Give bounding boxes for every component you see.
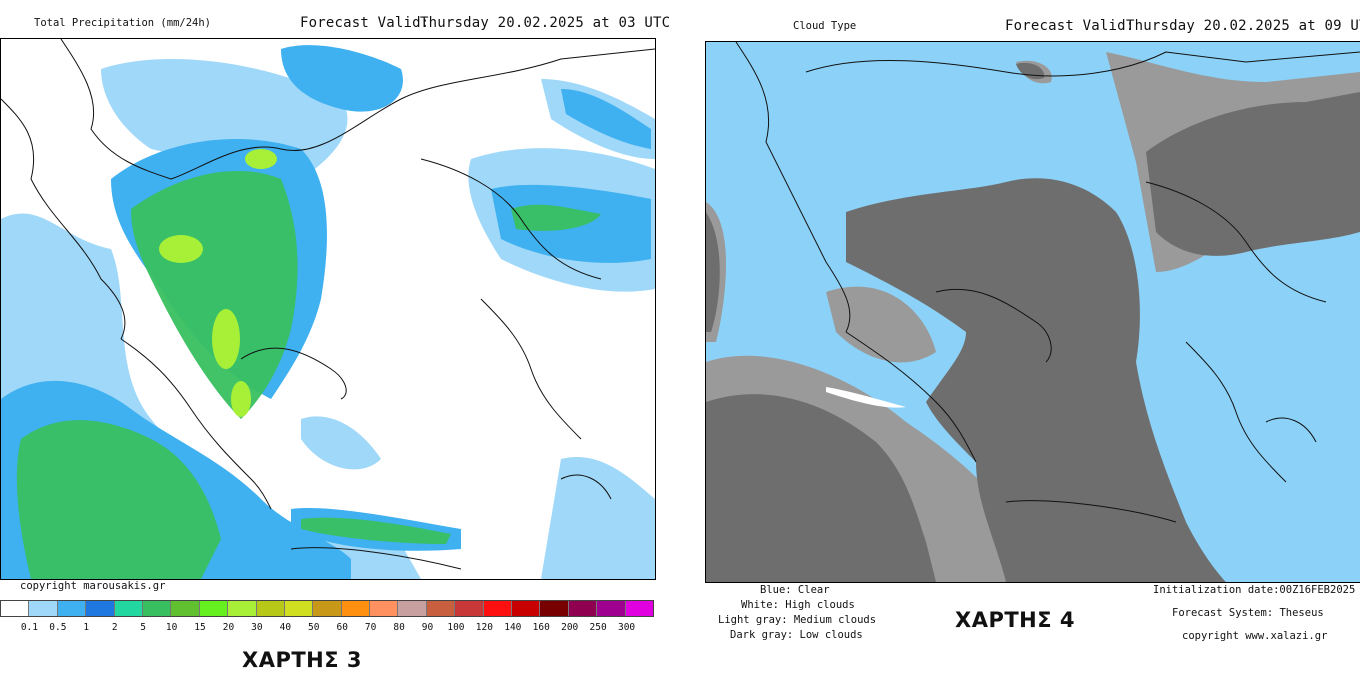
precip-legend-bar	[0, 600, 654, 617]
precip-product-title: Total Precipitation (mm/24h)	[34, 17, 212, 29]
legend-swatch	[1, 601, 30, 616]
legend-swatch	[114, 601, 143, 616]
legend-swatch	[512, 601, 541, 616]
legend-swatch	[199, 601, 229, 616]
legend-tick-label: 2	[111, 622, 118, 633]
legend-swatch	[142, 601, 172, 616]
legend-tick-label: 160	[532, 622, 550, 633]
legend-tick-label: 200	[561, 622, 579, 633]
legend-swatch	[284, 601, 314, 616]
legend-tick-label: 10	[165, 622, 178, 633]
legend-tick-label: 1	[83, 622, 90, 633]
map-3-caption: ΧΑΡΤΗΣ 3	[242, 648, 363, 672]
legend-swatch	[398, 601, 427, 616]
legend-tick-label: 120	[475, 622, 493, 633]
cloud-forecast-system: Forecast System: Theseus	[1172, 607, 1324, 619]
legend-tick-label: 90	[421, 622, 434, 633]
legend-swatch	[370, 601, 399, 616]
legend-swatch	[228, 601, 257, 616]
precip-coastlines	[1, 39, 655, 570]
legend-swatch	[568, 601, 598, 616]
legend-tick-label: 50	[308, 622, 320, 633]
cloud-product-title: Cloud Type	[793, 20, 857, 32]
precip-legend: 0.1 0.5 1 2 5 10 15 20 30 40 50 60 70 80 90 100 120 140 16…	[0, 600, 654, 633]
cloud-legend-clear: Blue: Clear	[760, 584, 830, 596]
legend-swatch	[455, 601, 484, 616]
precipitation-map-svg	[1, 39, 655, 579]
precip-core-areas	[159, 149, 277, 417]
legend-tick-label: 300	[617, 622, 636, 633]
legend-tick-label: 80	[393, 622, 405, 633]
legend-tick-label: 0.5	[49, 622, 67, 633]
legend-tick-label: 15	[194, 622, 206, 633]
cloud-low-areas	[706, 62, 1360, 582]
legend-tick-label: 100	[447, 622, 465, 633]
legend-swatch	[171, 601, 200, 616]
legend-tick-label: 250	[589, 622, 607, 633]
legend-swatch	[29, 601, 58, 616]
legend-swatch	[341, 601, 371, 616]
legend-tick-label: 0.1	[20, 622, 39, 633]
legend-swatch	[483, 601, 513, 616]
precip-legend-ticks: 0.1 0.5 1 2 5 10 15 20 30 40 50 60 70 80 90 100 120 140 16…	[0, 622, 654, 636]
legend-swatch	[597, 601, 626, 616]
legend-tick-label: 30	[251, 622, 263, 633]
legend-swatch	[313, 601, 342, 616]
map-4-caption: ΧΑΡΤΗΣ 4	[955, 608, 1076, 632]
legend-swatch	[86, 601, 115, 616]
cloud-forecast-valid-label: Forecast Valid:	[1005, 18, 1135, 34]
legend-swatch	[256, 601, 285, 616]
cloud-copyright: copyright www.xalazi.gr	[1182, 630, 1328, 642]
cloud-legend-medium: Light gray: Medium clouds	[718, 614, 877, 626]
cloud-map	[705, 41, 1360, 583]
cloud-high-areas	[826, 387, 906, 408]
cloud-legend-low: Dark gray: Low clouds	[730, 629, 863, 641]
cloud-legend-high: White: High clouds	[741, 599, 855, 611]
legend-swatch	[540, 601, 569, 616]
legend-swatch	[57, 601, 87, 616]
precipitation-map	[0, 38, 656, 580]
cloud-coastlines	[735, 42, 1360, 523]
legend-swatch	[625, 601, 653, 616]
cloud-map-svg	[706, 42, 1360, 582]
legend-tick-label: 5	[140, 622, 147, 633]
legend-tick-label: 140	[504, 622, 522, 633]
precip-forecast-valid-value: Thursday 20.02.2025 at 03 UTC	[420, 15, 671, 31]
legend-tick-label: 60	[336, 622, 348, 633]
legend-tick-label: 20	[222, 622, 235, 633]
precip-green-areas	[16, 170, 601, 579]
precip-copyright: copyright marousakis.gr	[20, 580, 166, 592]
legend-tick-label: 70	[364, 622, 377, 633]
legend-tick-label: 40	[279, 622, 292, 633]
precip-forecast-valid-label: Forecast Valid:	[300, 15, 430, 31]
cloud-initialization: Initialization date:00Z16FEB2025	[1153, 584, 1356, 596]
cloud-forecast-valid-value: Thursday 20.02.2025 at 09 UTC	[1126, 18, 1360, 34]
legend-swatch	[426, 601, 456, 616]
